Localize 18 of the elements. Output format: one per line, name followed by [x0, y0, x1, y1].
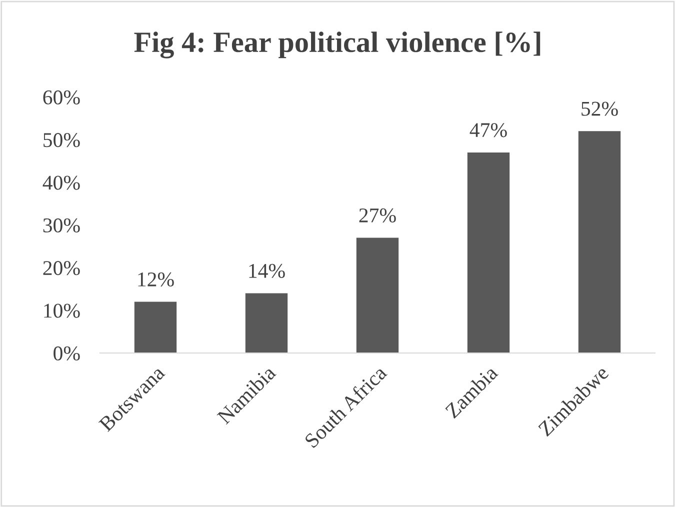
- data-label: 14%: [249, 264, 285, 278]
- data-label: 52%: [582, 102, 618, 116]
- data-label: 12%: [138, 272, 174, 287]
- data-label: 47%: [470, 123, 507, 138]
- bar: [467, 152, 510, 353]
- y-tick-label: 30%: [43, 218, 80, 232]
- bar: [578, 131, 621, 353]
- bar: [134, 302, 177, 353]
- y-tick-label: 10%: [44, 304, 80, 318]
- y-tick-label: 50%: [44, 133, 80, 148]
- chart-title: Fig 4: Fear political violence [%]: [134, 32, 540, 58]
- bar: [356, 238, 399, 353]
- data-label: 27%: [359, 208, 396, 223]
- y-tick-label: 0%: [54, 346, 80, 360]
- y-tick-label: 40%: [42, 176, 80, 190]
- y-tick-label: 20%: [43, 261, 80, 276]
- bar: [245, 293, 288, 353]
- y-tick-label: 60%: [43, 90, 80, 104]
